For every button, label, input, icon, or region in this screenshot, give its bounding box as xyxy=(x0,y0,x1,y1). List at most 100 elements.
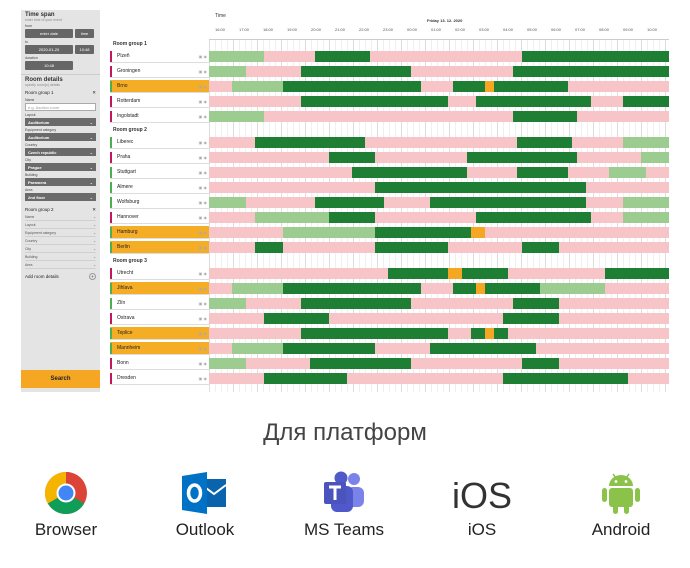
schedule-segment[interactable] xyxy=(282,343,375,354)
room-label[interactable]: Teplice ▣ ◉ xyxy=(110,327,209,340)
schedule-segment[interactable] xyxy=(209,137,255,148)
schedule-segment[interactable] xyxy=(567,167,610,178)
schedule-segment[interactable] xyxy=(590,96,623,107)
schedule-segment[interactable] xyxy=(420,81,453,92)
room-label[interactable]: Utrecht ▣ ◉ xyxy=(110,267,209,280)
from-time-field[interactable]: time xyxy=(75,29,94,38)
group2-field-row[interactable]: Name ⌄ xyxy=(25,213,96,221)
schedule-segment[interactable] xyxy=(232,283,283,294)
schedule-segment[interactable] xyxy=(508,268,605,279)
room-label[interactable]: Zlín ▣ ◉ xyxy=(110,297,209,310)
schedule-segment[interactable] xyxy=(558,298,669,309)
schedule-segment[interactable] xyxy=(232,81,283,92)
schedule-segment[interactable] xyxy=(374,242,449,253)
room-schedule-row[interactable] xyxy=(209,282,669,295)
schedule-segment[interactable] xyxy=(328,152,375,163)
room-info-icons[interactable]: ▣ ◉ xyxy=(198,345,207,351)
to-date-field[interactable]: 2020-01-20 xyxy=(25,45,73,54)
schedule-segment[interactable] xyxy=(255,242,283,253)
room-label[interactable]: Ostrava ▣ ◉ xyxy=(110,312,209,325)
schedule-segment[interactable] xyxy=(512,66,669,77)
schedule-segment[interactable] xyxy=(641,152,669,163)
schedule-segment[interactable] xyxy=(572,137,623,148)
room-info-icons[interactable]: ▣ ◉ xyxy=(198,68,207,74)
schedule-segment[interactable] xyxy=(462,268,508,279)
schedule-segment[interactable] xyxy=(512,111,577,122)
room-schedule-row[interactable] xyxy=(209,196,669,209)
schedule-segment[interactable] xyxy=(282,242,375,253)
schedule-segment[interactable] xyxy=(209,111,265,122)
schedule-segment[interactable] xyxy=(245,298,301,309)
schedule-segment[interactable] xyxy=(301,328,449,339)
room-schedule-row[interactable] xyxy=(209,181,669,194)
schedule-segment[interactable] xyxy=(623,197,669,208)
schedule-segment[interactable] xyxy=(448,96,476,107)
schedule-segment[interactable] xyxy=(508,328,669,339)
room-schedule-row[interactable] xyxy=(209,65,669,78)
close-icon[interactable]: ✕ xyxy=(92,207,96,212)
room-info-icons[interactable]: ▣ ◉ xyxy=(198,285,207,291)
group2-field-row[interactable]: Equipment category ⌄ xyxy=(25,229,96,237)
layout-select[interactable]: Auditorium ⌄ xyxy=(25,118,96,126)
room-info-icons[interactable]: ▣ ◉ xyxy=(198,53,207,59)
room-schedule-row[interactable] xyxy=(209,95,669,108)
schedule-segment[interactable] xyxy=(374,182,587,193)
schedule-segment[interactable] xyxy=(521,51,669,62)
schedule-segment[interactable] xyxy=(209,197,246,208)
room-schedule-row[interactable] xyxy=(209,80,669,93)
schedule-segment[interactable] xyxy=(558,313,669,324)
room-info-icons[interactable]: ▣ ◉ xyxy=(198,300,207,306)
schedule-segment[interactable] xyxy=(604,283,669,294)
schedule-segment[interactable] xyxy=(282,283,421,294)
room-info-icons[interactable]: ▣ ◉ xyxy=(198,375,207,381)
schedule-segment[interactable] xyxy=(586,182,669,193)
room-info-icons[interactable]: ▣ ◉ xyxy=(198,83,207,89)
schedule-segment[interactable] xyxy=(512,298,559,309)
schedule-segment[interactable] xyxy=(264,373,347,384)
schedule-segment[interactable] xyxy=(577,152,642,163)
schedule-segment[interactable] xyxy=(475,283,485,294)
schedule-segment[interactable] xyxy=(232,343,283,354)
room-schedule-row[interactable] xyxy=(209,312,669,325)
room-schedule-row[interactable] xyxy=(209,110,669,123)
schedule-segment[interactable] xyxy=(328,212,375,223)
schedule-segment[interactable] xyxy=(209,51,265,62)
schedule-segment[interactable] xyxy=(264,111,513,122)
schedule-segment[interactable] xyxy=(646,167,669,178)
duration-field[interactable]: 10:48 xyxy=(25,61,73,70)
room-label[interactable]: Bonn ▣ ◉ xyxy=(110,357,209,370)
schedule-segment[interactable] xyxy=(494,81,568,92)
schedule-segment[interactable] xyxy=(485,283,541,294)
to-time-field[interactable]: 10:48 xyxy=(75,45,94,54)
schedule-segment[interactable] xyxy=(471,227,485,238)
schedule-segment[interactable] xyxy=(264,51,315,62)
schedule-segment[interactable] xyxy=(209,242,255,253)
schedule-segment[interactable] xyxy=(485,227,669,238)
schedule-segment[interactable] xyxy=(301,66,412,77)
schedule-segment[interactable] xyxy=(448,242,522,253)
room-schedule-row[interactable] xyxy=(209,241,669,254)
from-date-field[interactable]: enter date xyxy=(25,29,73,38)
schedule-segment[interactable] xyxy=(471,328,485,339)
schedule-segment[interactable] xyxy=(209,373,265,384)
schedule-segment[interactable] xyxy=(452,283,476,294)
schedule-segment[interactable] xyxy=(245,66,301,77)
schedule-segment[interactable] xyxy=(577,111,669,122)
schedule-segment[interactable] xyxy=(310,358,412,369)
room-info-icons[interactable]: ▣ ◉ xyxy=(198,330,207,336)
schedule-segment[interactable] xyxy=(521,242,559,253)
room-info-icons[interactable]: ▣ ◉ xyxy=(198,199,207,205)
area-select[interactable]: 2nd floor ⌄ xyxy=(25,193,96,201)
room-info-icons[interactable]: ▣ ◉ xyxy=(198,169,207,175)
schedule-segment[interactable] xyxy=(301,96,449,107)
schedule-segment[interactable] xyxy=(209,212,255,223)
schedule-segment[interactable] xyxy=(609,167,646,178)
schedule-segment[interactable] xyxy=(567,81,669,92)
schedule-segment[interactable] xyxy=(245,358,311,369)
schedule-segment[interactable] xyxy=(452,81,485,92)
schedule-segment[interactable] xyxy=(351,167,467,178)
name-input[interactable]: e.g. Azution room xyxy=(25,103,96,111)
schedule-segment[interactable] xyxy=(494,328,508,339)
room-schedule-row[interactable] xyxy=(209,327,669,340)
schedule-segment[interactable] xyxy=(365,137,518,148)
